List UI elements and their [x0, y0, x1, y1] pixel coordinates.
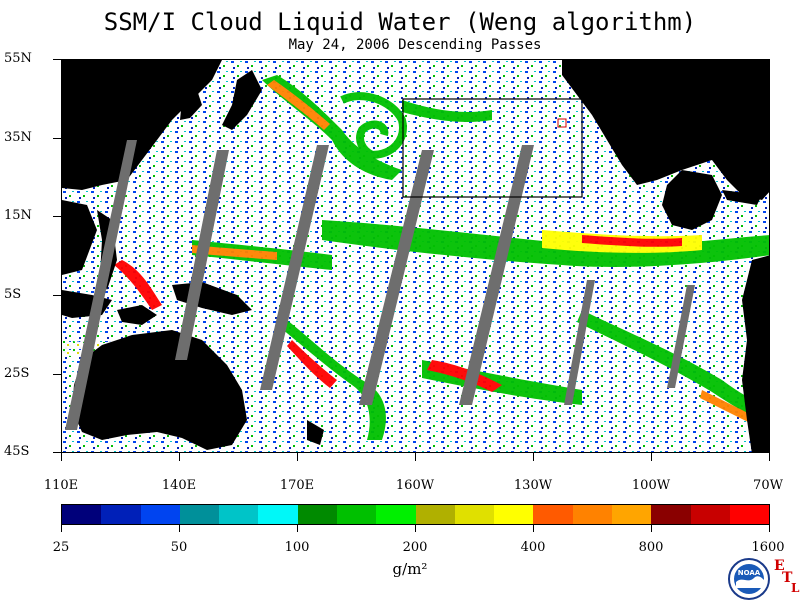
colorbar-segment [690, 505, 730, 524]
colorbar-label-25: 25 [52, 540, 70, 555]
colorbar-segment [729, 505, 770, 524]
colorbar-label-200: 200 [402, 540, 428, 555]
map-subtitle: May 24, 2006 Descending Passes [288, 37, 542, 53]
colorbar-segment [611, 505, 652, 524]
colorbar-label-800: 800 [638, 540, 664, 555]
lon-tick [297, 453, 298, 461]
colorbar-segment [415, 505, 455, 524]
lat-label-35n: 35N [4, 130, 32, 145]
lat-tick [53, 452, 61, 453]
colorbar-tick [533, 525, 534, 532]
colorbar-segment [258, 505, 298, 524]
region-box [402, 98, 583, 198]
colorbar-segment [533, 505, 573, 524]
colorbar-tick [415, 525, 416, 532]
colorbar-label-400: 400 [520, 540, 546, 555]
lat-label-15n: 15N [4, 208, 32, 223]
colorbar-segment [101, 505, 141, 524]
lon-tick [651, 453, 652, 461]
units-label: g/m² [392, 560, 428, 578]
colorbar-segment [219, 505, 259, 524]
colorbar-segment [651, 505, 691, 524]
colorbar-segment [179, 505, 220, 524]
missing-data-swaths [65, 140, 695, 430]
lat-tick [53, 295, 61, 296]
lon-tick [61, 453, 62, 461]
noaa-logo: NOAA [728, 558, 770, 600]
noaa-logo-text: NOAA [738, 569, 761, 577]
lon-label-70w: 70W [753, 478, 783, 493]
lon-tick [179, 453, 180, 461]
etl-e: E [774, 558, 785, 574]
colorbar-tick [179, 525, 180, 532]
colorbar-label-1600: 1600 [751, 540, 785, 555]
colorbar-segment [376, 505, 416, 524]
colorbar-tick [61, 525, 62, 532]
etl-l: L [791, 581, 800, 595]
colorbar-label-100: 100 [284, 540, 310, 555]
lon-label-130w: 130W [513, 478, 553, 493]
lon-label-160w: 160W [395, 478, 435, 493]
lon-tick [769, 453, 770, 461]
colorbar-tick [769, 525, 770, 532]
lat-label-45s: 45S [4, 444, 30, 459]
lon-label-140e: 140E [161, 478, 197, 493]
site-marker [557, 118, 567, 128]
cloud-water-map [61, 59, 770, 453]
colorbar-segment [62, 505, 102, 524]
lat-label-25s: 25S [4, 366, 30, 381]
lat-label-5s: 5S [4, 287, 22, 302]
land [62, 60, 769, 452]
colorbar-segment [494, 505, 534, 524]
etl-t: T [782, 570, 793, 586]
lon-tick [415, 453, 416, 461]
lon-label-170e: 170E [279, 478, 315, 493]
colorbar-tick [651, 525, 652, 532]
lat-tick [53, 374, 61, 375]
colorbar-segment [454, 505, 495, 524]
lat-label-55n: 55N [4, 51, 32, 66]
lat-tick [53, 138, 61, 139]
colorbar-segment [572, 505, 612, 524]
lon-label-110e: 110E [43, 478, 79, 493]
map-canvas [62, 60, 769, 452]
colorbar-segment [140, 505, 180, 524]
colorbar-label-50: 50 [170, 540, 188, 555]
colorbar-segment [336, 505, 377, 524]
color-scale-bar [61, 504, 770, 525]
map-title: SSM/I Cloud Liquid Water (Weng algorithm… [103, 8, 697, 36]
lat-tick [53, 216, 61, 217]
colorbar-tick [297, 525, 298, 532]
lon-label-100w: 100W [631, 478, 671, 493]
colorbar-segment [297, 505, 337, 524]
lat-tick [53, 59, 61, 60]
lon-tick [533, 453, 534, 461]
